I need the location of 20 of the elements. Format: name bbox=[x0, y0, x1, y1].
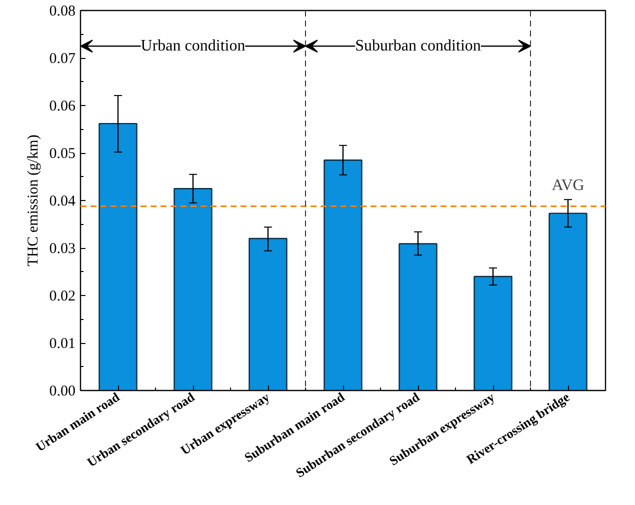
ref-line-label: AVG bbox=[552, 177, 585, 194]
annotation: Urban condition bbox=[140, 38, 246, 55]
y-tick-label: 0.02 bbox=[49, 288, 76, 304]
bar bbox=[98, 122, 138, 390]
y-tick-label: 0.06 bbox=[49, 98, 76, 114]
y-tick-label: 0.00 bbox=[49, 384, 76, 400]
y-tick-label: 0.08 bbox=[49, 4, 76, 20]
bar bbox=[174, 188, 212, 390]
y-tick-label: 0.01 bbox=[49, 336, 76, 352]
bar bbox=[324, 160, 362, 390]
y-tick-label: 0.05 bbox=[49, 146, 76, 162]
y-tick-label: 0.07 bbox=[49, 51, 76, 67]
annotation: Suburban condition bbox=[355, 38, 481, 55]
y-tick-label: 0.03 bbox=[49, 241, 76, 257]
bar bbox=[398, 243, 438, 390]
bar bbox=[474, 276, 512, 390]
y-tick-label: 0.04 bbox=[49, 194, 76, 210]
bar bbox=[248, 238, 288, 390]
bar bbox=[548, 212, 588, 390]
y-axis-title: THC emission (g/km) bbox=[25, 134, 42, 266]
